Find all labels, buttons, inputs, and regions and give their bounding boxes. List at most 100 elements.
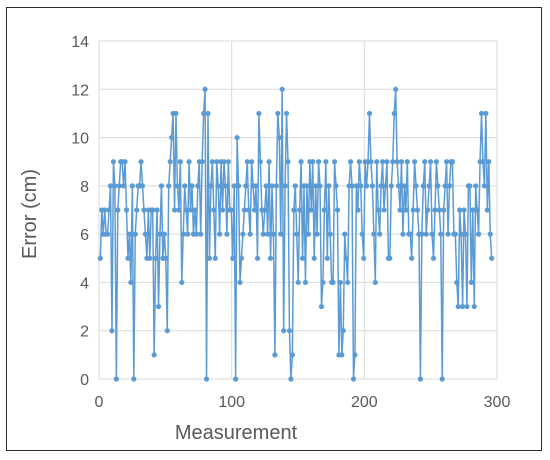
data-point (311, 255, 317, 261)
data-point (474, 207, 480, 213)
data-point (282, 183, 288, 189)
data-point (102, 207, 108, 213)
data-point (161, 231, 167, 237)
data-point (483, 110, 489, 117)
data-point (462, 231, 469, 237)
x-tick-label: 100 (218, 394, 245, 411)
data-point (374, 159, 380, 165)
data-point (154, 207, 160, 213)
data-point (164, 328, 170, 334)
data-point (192, 207, 198, 213)
y-tick-label: 14 (71, 34, 89, 51)
data-point (321, 207, 327, 213)
data-point (423, 231, 429, 237)
data-point (318, 303, 325, 310)
data-point (142, 231, 149, 237)
data-point (295, 279, 301, 286)
data-point (382, 183, 389, 189)
y-tick-label: 0 (80, 372, 89, 389)
data-point (369, 183, 375, 189)
data-point (215, 183, 221, 189)
data-point (241, 207, 247, 213)
data-point (361, 255, 367, 261)
data-point (343, 255, 349, 261)
data-point (138, 159, 144, 165)
data-point (425, 207, 431, 213)
data-point (438, 231, 444, 237)
data-point (166, 183, 172, 189)
data-point (443, 159, 450, 165)
data-point (387, 255, 393, 261)
data-point (363, 183, 370, 189)
data-point (342, 231, 348, 237)
x-tick-label: 0 (95, 394, 104, 411)
data-point (260, 231, 266, 237)
data-point (297, 207, 303, 213)
data-point (429, 231, 435, 237)
data-point (320, 279, 326, 286)
data-point (174, 183, 181, 189)
data-point (378, 183, 384, 189)
data-point (308, 207, 314, 213)
data-point (151, 352, 157, 358)
data-point (139, 183, 146, 189)
data-point (327, 231, 333, 237)
data-point (257, 159, 263, 165)
data-point (409, 255, 415, 261)
data-point (470, 207, 476, 213)
data-point (235, 183, 242, 189)
data-point (208, 183, 214, 189)
data-point (441, 207, 447, 213)
data-point (211, 207, 217, 213)
data-point (122, 159, 128, 165)
x-axis-ticks: 0 100 200 300 (95, 394, 511, 411)
data-point (395, 183, 402, 189)
data-point (263, 183, 269, 189)
data-point (299, 255, 306, 261)
data-point (436, 207, 442, 213)
data-point (419, 231, 425, 237)
x-axis-title: Measurement (175, 422, 298, 444)
data-point (125, 255, 131, 261)
data-point (221, 159, 227, 165)
data-point (368, 159, 374, 165)
data-point (183, 207, 189, 213)
data-point (113, 376, 119, 382)
data-point (131, 376, 137, 382)
data-point (355, 207, 361, 213)
data-point (353, 183, 359, 189)
data-point (379, 159, 386, 165)
data-point (209, 159, 215, 165)
data-point (400, 231, 406, 237)
data-point (457, 207, 463, 213)
data-point (377, 231, 383, 237)
data-point (417, 376, 424, 382)
data-point (275, 110, 281, 117)
data-point (381, 207, 387, 213)
data-point (116, 183, 122, 189)
data-point (317, 183, 323, 189)
data-point (217, 231, 223, 237)
data-point (195, 183, 201, 189)
data-point (413, 183, 419, 189)
data-point (288, 376, 294, 382)
data-point (167, 159, 173, 165)
series-error (97, 86, 495, 382)
y-axis-title: Error (cm) (19, 169, 41, 259)
data-point (391, 110, 397, 117)
data-point (206, 255, 213, 261)
data-point (267, 255, 274, 261)
y-tick-label: 6 (80, 227, 89, 244)
data-point (484, 207, 490, 213)
data-point (481, 183, 488, 189)
data-point (314, 231, 320, 237)
data-point (324, 255, 330, 261)
data-point (315, 159, 322, 165)
data-point (449, 159, 456, 165)
data-point (198, 231, 204, 237)
data-point (97, 255, 103, 261)
data-point (173, 110, 179, 117)
data-point (352, 352, 358, 358)
data-point (397, 207, 403, 213)
data-point (407, 231, 413, 237)
